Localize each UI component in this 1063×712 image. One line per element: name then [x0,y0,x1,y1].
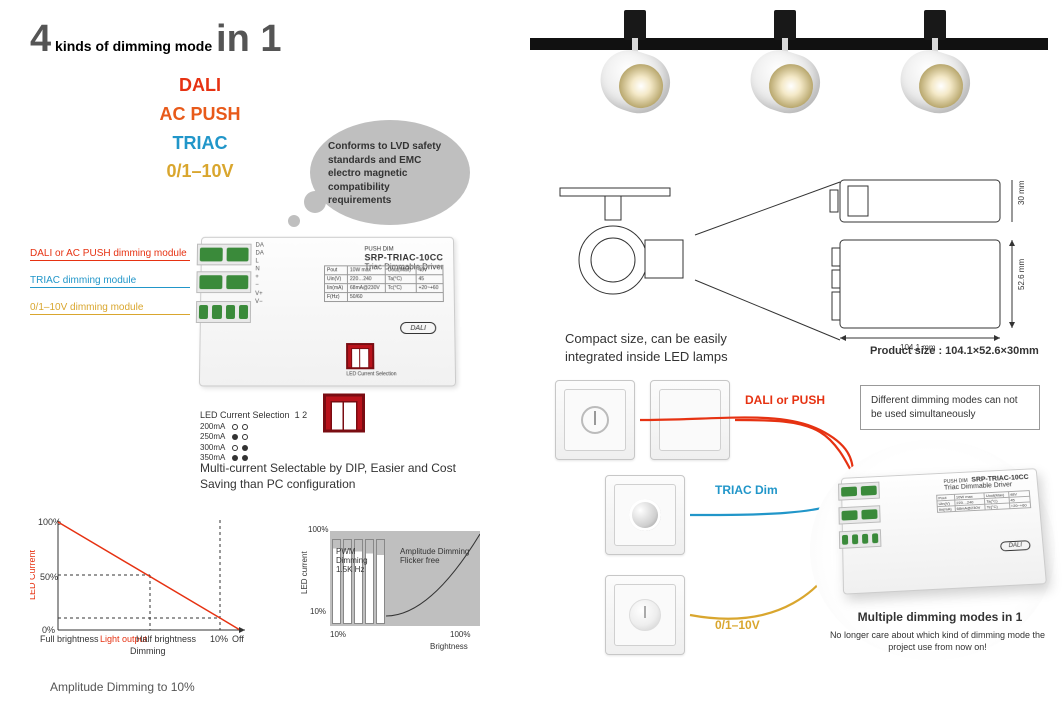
terminal-block [196,271,251,293]
mode-010v: 0/1–10V [110,157,290,186]
driver-perspective: PUSH DIM SRP-TRIAC-10CCTriac Dimmable Dr… [841,468,1047,594]
svg-text:Full brightness: Full brightness [40,634,99,644]
amplitude-dimming-chart: 100% 50% 0% LED Current Full brightness … [30,510,260,660]
simultaneous-note: Different dimming modes can not be used … [860,385,1040,430]
spotlight [880,10,990,112]
module-labels: DALI or AC PUSH dimming module TRIAC dim… [30,248,190,329]
multi-mode-title: Multiple dimming modes in 1 [830,610,1050,624]
spotlight [580,10,690,112]
svg-text:30 mm: 30 mm [1017,180,1026,205]
wire-label-dali: DALI or PUSH [745,393,825,407]
driver-perspective-circle: PUSH DIM SRP-TRIAC-10CCTriac Dimmable Dr… [810,440,1055,660]
headline-kinds: kinds of dimming mode [51,38,216,54]
headline-in1: in 1 [216,18,281,60]
wall-switch-010v-knob [605,575,685,655]
mode-dali: DALI [110,71,290,100]
terminal-block [196,301,251,323]
multi-current-caption: Multi-current Selectable by DIP, Easier … [200,460,460,492]
dali-logo-icon: DALI [400,322,436,334]
terminal-block [197,244,252,266]
dip-switch-large-icon [323,394,365,433]
label-triac-module: TRIAC dimming module [30,275,190,288]
product-size: Product size : 104.1×52.6×30mm [870,345,1039,357]
dip-on-driver: LED Current Selection [346,343,396,377]
svg-text:10%: 10% [210,634,228,644]
label-010v-module: 0/1–10V dimming module [30,302,190,315]
compliance-bubble: Conforms to LVD safety standards and EMC… [310,120,470,225]
pin-labels: DADA LN +− V+V− [255,242,264,306]
svg-text:50%: 50% [40,572,58,582]
svg-text:Off: Off [232,634,244,644]
wall-switch-rocker [650,380,730,460]
pwm-vs-amplitude-chart: LED current 100% 10% PWMDimming1.5K Hz A… [300,525,500,660]
svg-text:100%: 100% [38,517,61,527]
mode-push: AC PUSH [110,100,290,129]
mode-triac: TRIAC [110,129,290,158]
headline-4: 4 [30,18,51,60]
driver-top-view: DADA LN +− V+V− PUSH DIM SRP-TRIAC-10CC … [199,237,456,387]
svg-text:LED Current: LED Current [30,549,37,600]
mode-list: DALI AC PUSH TRIAC 0/1–10V [110,71,290,186]
svg-text:52.6 mm: 52.6 mm [1017,259,1026,290]
svg-text:Dimming: Dimming [130,646,166,656]
svg-text:Half brightness: Half brightness [136,634,197,644]
amplitude-caption: Amplitude Dimming to 10% [50,680,195,694]
multi-mode-subtitle: No longer care about which kind of dimmi… [820,630,1055,653]
wall-switch-triac-knob [605,475,685,555]
wire-label-010v: 0/1–10V [715,618,760,632]
headline: 4 kinds of dimming mode in 1 [30,18,510,61]
dip-legend: LED Current Selection 1 2 200mA 250mA 30… [200,410,307,464]
wire-label-triac: TRIAC Dim [715,483,778,497]
compact-note: Compact size, can be easilyintegrated in… [565,330,728,365]
spec-table: Pout10W maxUout(Max)48V Uin(V)220…240Ta(… [324,265,444,302]
spotlight [730,10,840,112]
label-dali-module: DALI or AC PUSH dimming module [30,248,190,261]
dip-switch-icon [346,343,374,369]
wall-switch-rotary-scale [555,380,635,460]
